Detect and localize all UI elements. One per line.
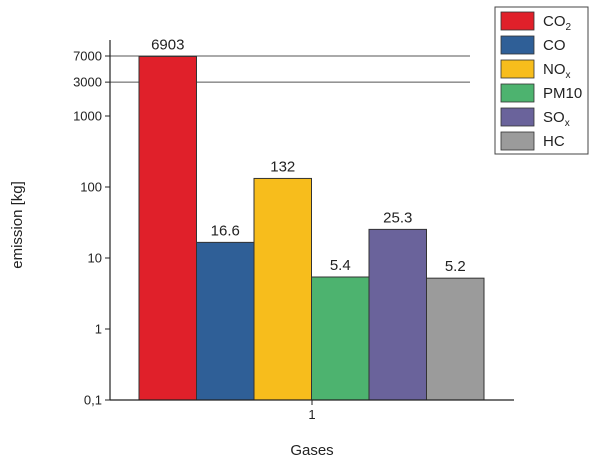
- legend-swatch: [500, 11, 535, 31]
- legend-swatch: [500, 83, 535, 103]
- data-label: 25.3: [383, 209, 412, 226]
- legend-swatch: [500, 107, 535, 127]
- y-tick-label: 0,1: [84, 393, 102, 408]
- data-label: 5.2: [445, 258, 466, 275]
- legend-label: PM10: [543, 85, 582, 102]
- axes: 0,1 1 10 100 1000 3000 7000 1: [73, 40, 514, 422]
- legend-box: [494, 6, 589, 155]
- legend-label: SOx: [543, 109, 570, 129]
- y-tick-label: 3000: [73, 75, 102, 90]
- x-tick-label: 1: [308, 407, 315, 422]
- bar: [311, 276, 370, 401]
- legend-swatch: [500, 59, 535, 79]
- legend: CO2 CO NOx PM10 SOx HC: [494, 6, 589, 155]
- data-label: 6903: [151, 36, 184, 53]
- data-label: 5.4: [330, 257, 351, 274]
- legend-swatch: [500, 131, 535, 151]
- bar: [368, 228, 427, 401]
- legend-label: CO: [543, 37, 566, 54]
- y-axis-title: emission [kg]: [9, 181, 26, 269]
- legend-label: NOx: [543, 61, 571, 81]
- bar: [138, 55, 197, 401]
- bar: [426, 277, 485, 401]
- y-tick-label: 10: [88, 251, 102, 266]
- x-axis-title: Gases: [290, 442, 333, 459]
- y-tick-label: 1000: [73, 109, 102, 124]
- y-tick-label: 7000: [73, 48, 102, 63]
- bars: [138, 55, 485, 401]
- y-tick-label: 1: [95, 322, 102, 337]
- data-labels: 6903 16.6 132 5.4 25.3 5.2: [151, 36, 466, 275]
- legend-label: HC: [543, 133, 565, 150]
- legend-swatch: [500, 35, 535, 55]
- data-label: 16.6: [211, 222, 240, 239]
- y-tick-label: 100: [80, 180, 102, 195]
- bar: [253, 177, 312, 401]
- legend-label: CO2: [543, 13, 572, 33]
- bar: [196, 241, 255, 401]
- data-label: 132: [270, 158, 295, 175]
